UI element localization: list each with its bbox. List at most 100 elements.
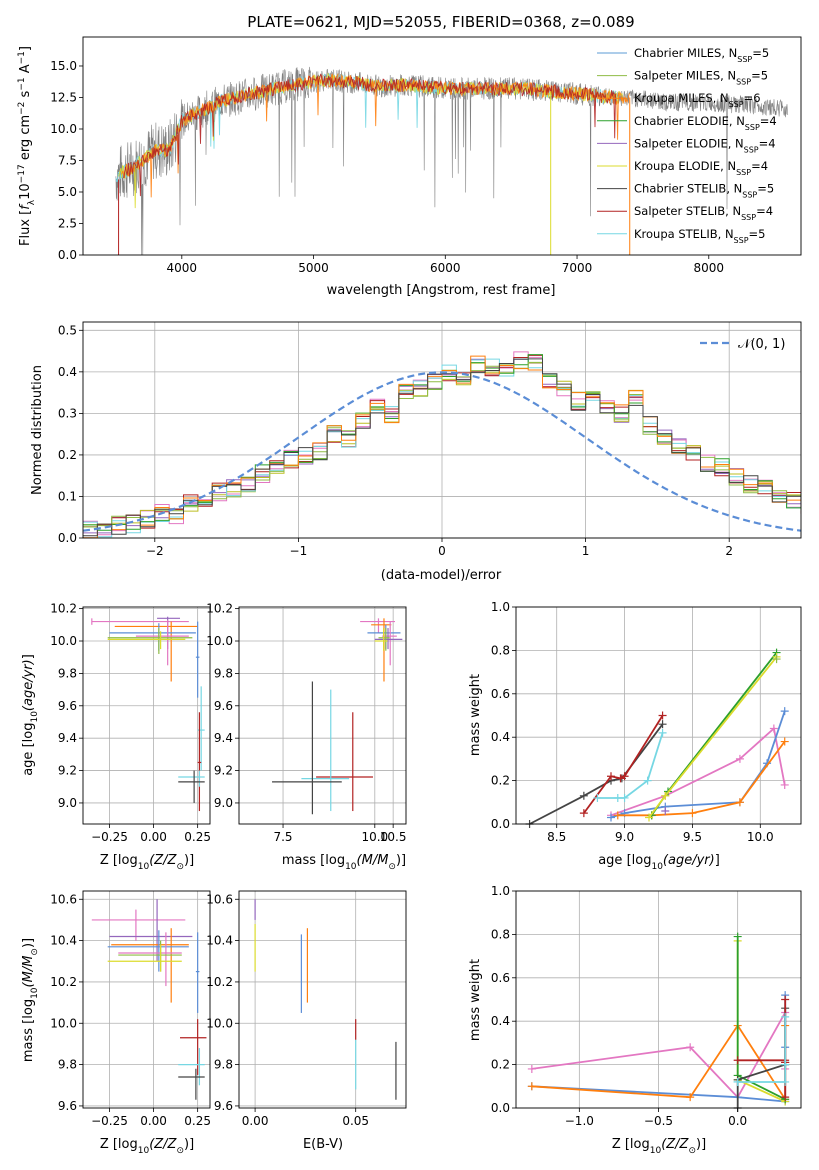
label-part: 10: [30, 987, 40, 999]
label-part: ⊙: [30, 948, 40, 956]
legend-sep: ,: [720, 69, 727, 83]
label-part: (M/M: [21, 956, 36, 988]
series-point: [781, 1077, 790, 1086]
legend-entry: Salpeter MILES, NSSP=5: [634, 69, 768, 87]
legend-sub: SSP: [734, 235, 749, 244]
y-axis-label: mass [log10(M/M⊙)]: [21, 938, 40, 1062]
legend-n: N: [727, 159, 736, 173]
legend-name: Salpeter MILES: [634, 69, 720, 83]
y-axis-label: mass weight: [468, 959, 483, 1041]
x-tick-label: 0.00: [140, 1114, 167, 1128]
series-line: [737, 1016, 787, 1083]
x-tick-label: 6000: [430, 261, 461, 275]
label-part: −1: [17, 51, 27, 64]
histogram-series: [83, 361, 801, 528]
legend-name: Chabrier STELIB: [634, 182, 726, 196]
x-axis-label: E(B-V): [303, 1137, 343, 1152]
error-cross: [195, 621, 200, 698]
weight-series: [733, 1012, 790, 1086]
y-tick-label: 9.4: [58, 731, 77, 745]
error-cross: [382, 621, 397, 666]
panel-2: −0.25 0.00 0.25 9.0 9.2 9.4 9.6 9.8 10.0 10.2: [50, 602, 211, 844]
plot-area: [525, 648, 789, 828]
legend-n: N: [729, 46, 738, 60]
label-part: 10: [138, 1146, 150, 1156]
legend-nssp: 5: [761, 69, 768, 83]
label-part: Z [log: [100, 1137, 138, 1152]
axes-frame: [515, 606, 802, 825]
label-part: )]: [184, 853, 194, 868]
x-tick-label: 8000: [694, 261, 725, 275]
legend-nssp: 6: [753, 91, 760, 105]
label-part: s: [18, 90, 33, 101]
series-point: [620, 772, 629, 781]
x-tick-label: 9.0: [615, 830, 634, 844]
legend-nssp: 5: [758, 227, 765, 241]
series-point: [780, 737, 789, 746]
y-tick-label: 9.2: [58, 764, 77, 778]
legend-eq: =: [751, 159, 761, 173]
legend-name: Kroupa STELIB: [634, 227, 718, 241]
label-part: A: [18, 64, 33, 77]
legend-nssp: 5: [767, 182, 774, 196]
label-part: (M/M: [357, 853, 389, 868]
weight-series: [525, 720, 667, 828]
series-point: [733, 932, 742, 941]
legend-sep: ,: [728, 136, 735, 150]
series-point: [688, 809, 697, 818]
y-tick-label: 9.6: [214, 1099, 233, 1113]
weight-series: [593, 728, 667, 802]
series-point: [658, 711, 667, 720]
y-tick-label: 0.4: [58, 365, 77, 379]
y-tick-label: 0.8: [491, 643, 510, 657]
x-tick-label: 10.5: [380, 830, 407, 844]
legend-sub: SSP: [745, 122, 760, 131]
label-part: ]: [715, 853, 720, 868]
y-tick-label: 1.0: [491, 884, 510, 898]
y-tick-label: 0.0: [58, 248, 77, 262]
series-point: [658, 720, 667, 729]
y-tick-label: 15.0: [50, 59, 77, 73]
y-tick-label: 9.0: [214, 796, 233, 810]
y-tick-label: 0.2: [491, 774, 510, 788]
y-tick-label: 0.6: [491, 971, 510, 985]
model-spectrum: [123, 73, 617, 197]
error-cross: [178, 770, 205, 803]
normal-curve: [83, 371, 801, 532]
x-tick-label: 0: [438, 544, 446, 558]
label-part: (age/yr): [21, 659, 36, 711]
error-cross: [374, 628, 403, 650]
error-cross: [107, 944, 182, 972]
y-tick-label: 12.5: [50, 90, 77, 104]
series-point: [613, 811, 622, 820]
legend-nssp: 4: [769, 114, 776, 128]
x-tick-label: 10.0: [361, 830, 388, 844]
y-tick-label: 0.4: [491, 730, 510, 744]
y-tick-label: 9.8: [58, 1058, 77, 1072]
legend-entry: Salpeter STELIB, NSSP=4: [634, 204, 773, 222]
y-tick-label: 10.0: [206, 1016, 233, 1030]
y-tick-label: 0.2: [491, 1058, 510, 1072]
x-tick-label: 0.05: [342, 1114, 369, 1128]
y-tick-label: 0.4: [491, 1014, 510, 1028]
legend-nssp: 5: [762, 46, 769, 60]
label-part: 10: [138, 862, 150, 872]
legend-sub: SSP: [736, 77, 751, 86]
y-tick-label: 10.0: [206, 634, 233, 648]
label-part: (age/yr): [663, 853, 715, 868]
weight-series: [607, 707, 789, 822]
x-axis-label: Z [log10(Z/Z⊙)]: [100, 1137, 194, 1156]
legend-n: N: [736, 114, 745, 128]
legend-n: N: [720, 91, 729, 105]
legend-sub: SSP: [741, 213, 756, 222]
histogram-series: [83, 355, 801, 538]
y-tick-label: 9.4: [214, 731, 233, 745]
legend-entry: Salpeter ELODIE, NSSP=4: [634, 136, 776, 154]
histogram-series: [83, 358, 801, 537]
label-part: −2: [17, 102, 27, 115]
panel-7: −1.0 −0.5 0.0 0.0 0.2 0.4 0.6 0.8 1.0: [491, 884, 802, 1128]
series-point: [686, 1093, 695, 1102]
x-tick-label: 10.0: [747, 830, 774, 844]
legend-sub: SSP: [744, 145, 759, 154]
y-tick-label: 0.0: [491, 1101, 510, 1115]
